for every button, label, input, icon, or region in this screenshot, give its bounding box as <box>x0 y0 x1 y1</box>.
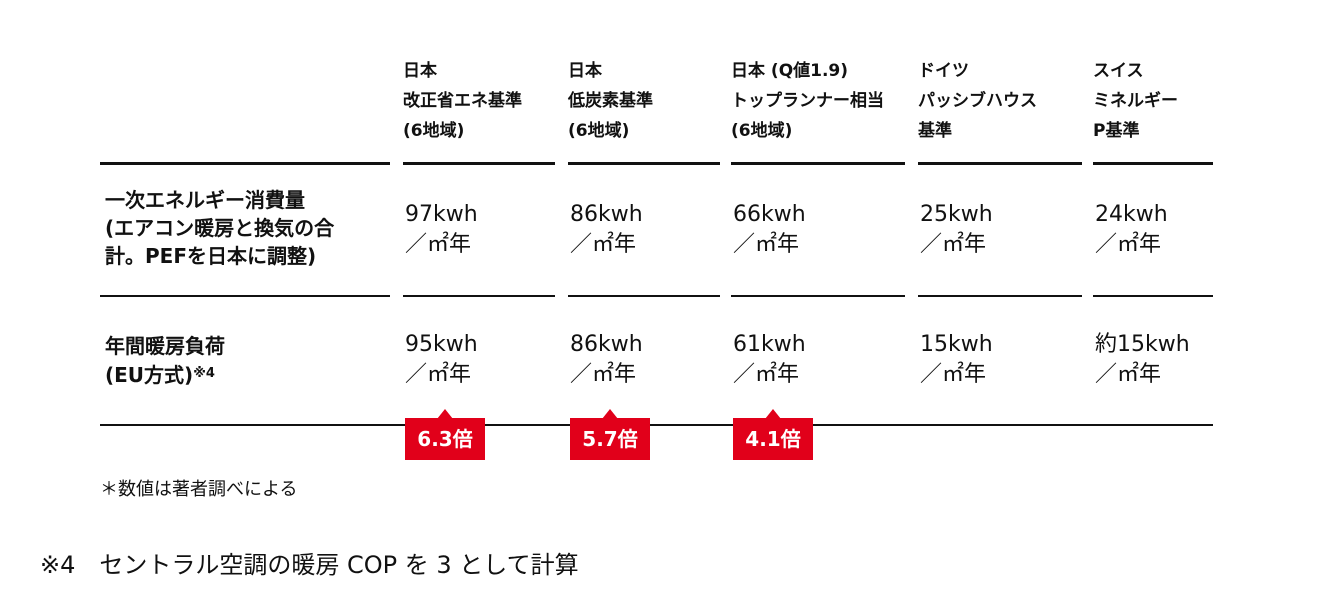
header-line: (6地域) <box>731 121 793 141</box>
cell: 97kwh ／㎡年 <box>405 200 478 260</box>
rule <box>100 424 1213 426</box>
rule <box>403 162 555 165</box>
rule <box>568 162 720 165</box>
column-header: 日本 (Q値1.9) トップランナー相当 (6地域) <box>731 56 884 146</box>
ratio-badge: 6.3倍 <box>405 409 485 460</box>
header-line: ミネルギー <box>1093 91 1178 111</box>
ratio-badge: 5.7倍 <box>570 409 650 460</box>
column-header: 日本改正省エネ基準 (6地域) <box>403 56 522 146</box>
cell: 86kwh ／㎡年 <box>570 330 643 390</box>
cell-line: ／㎡年 <box>405 232 472 257</box>
cell-line: ／㎡年 <box>1095 362 1162 387</box>
rule <box>731 162 905 165</box>
header-line: トップランナー相当 <box>731 91 884 111</box>
header-line: 日本 <box>568 61 602 81</box>
label-line: 計。PEFを日本に調整) <box>105 244 317 268</box>
cell-line: 86kwh <box>570 202 643 227</box>
row-label: 一次エネルギー消費量 (エアコン暖房と換気の合 計。PEFを日本に調整) <box>105 186 334 270</box>
cell-line: 24kwh <box>1095 202 1168 227</box>
cell: 61kwh ／㎡年 <box>733 330 806 390</box>
column-header: ドイツパッシブハウス 基準 <box>918 56 1037 146</box>
cell-line: ／㎡年 <box>733 232 800 257</box>
cell: 86kwh ／㎡年 <box>570 200 643 260</box>
header-line: 基準 <box>918 121 952 141</box>
rule <box>918 295 1082 297</box>
rule <box>100 162 390 165</box>
cell: 15kwh ／㎡年 <box>920 330 993 390</box>
cell-line: ／㎡年 <box>405 362 472 387</box>
header-line: 日本 <box>403 61 437 81</box>
cell-line: ／㎡年 <box>920 362 987 387</box>
header-line: (6地域) <box>568 121 630 141</box>
cell-line: 97kwh <box>405 202 478 227</box>
cell-line: ／㎡年 <box>570 232 637 257</box>
rule <box>1093 162 1213 165</box>
cell-line: 86kwh <box>570 332 643 357</box>
column-header: 日本低炭素基準 (6地域) <box>568 56 653 146</box>
cell-line: 66kwh <box>733 202 806 227</box>
cell: 66kwh ／㎡年 <box>733 200 806 260</box>
header-line: 低炭素基準 <box>568 91 653 111</box>
label-line: 一次エネルギー消費量 <box>105 188 305 212</box>
cell-line: ／㎡年 <box>733 362 800 387</box>
header-line: ドイツ <box>918 61 969 81</box>
label-line: (EU方式)※4 <box>105 363 215 387</box>
header-line: (6地域) <box>403 121 465 141</box>
cell-line: ／㎡年 <box>1095 232 1162 257</box>
cell-line: ／㎡年 <box>570 362 637 387</box>
header-line: P基準 <box>1093 121 1140 141</box>
cell: 約15kwh ／㎡年 <box>1095 330 1190 390</box>
row-label: 年間暖房負荷 (EU方式)※4 <box>105 332 225 389</box>
column-header: スイスミネルギー P基準 <box>1093 56 1178 146</box>
header-line: パッシブハウス <box>918 91 1037 111</box>
ratio-badge: 4.1倍 <box>733 409 813 460</box>
label-note: ※4 <box>193 366 215 381</box>
footnote: ＊数値は著者調べによる <box>100 479 298 500</box>
label-line: 年間暖房負荷 <box>105 334 225 358</box>
cell: 24kwh ／㎡年 <box>1095 200 1168 260</box>
cell-line: 15kwh <box>920 332 993 357</box>
rule <box>403 295 555 297</box>
rule <box>731 295 905 297</box>
cell-line: 95kwh <box>405 332 478 357</box>
rule <box>568 295 720 297</box>
cell: 25kwh ／㎡年 <box>920 200 993 260</box>
header-line: 日本 (Q値1.9) <box>731 61 849 81</box>
rule <box>1093 295 1213 297</box>
cell-line: 約15kwh <box>1095 332 1190 357</box>
cell: 95kwh ／㎡年 <box>405 330 478 390</box>
cell-line: ／㎡年 <box>920 232 987 257</box>
note: ※4 セントラル空調の暖房 COP を 3 として計算 <box>40 551 579 579</box>
header-line: スイス <box>1093 61 1144 81</box>
label-line: (エアコン暖房と換気の合 <box>105 216 335 240</box>
header-line: 改正省エネ基準 <box>403 91 522 111</box>
rule <box>100 295 390 297</box>
cell-line: 25kwh <box>920 202 993 227</box>
cell-line: 61kwh <box>733 332 806 357</box>
rule <box>918 162 1082 165</box>
